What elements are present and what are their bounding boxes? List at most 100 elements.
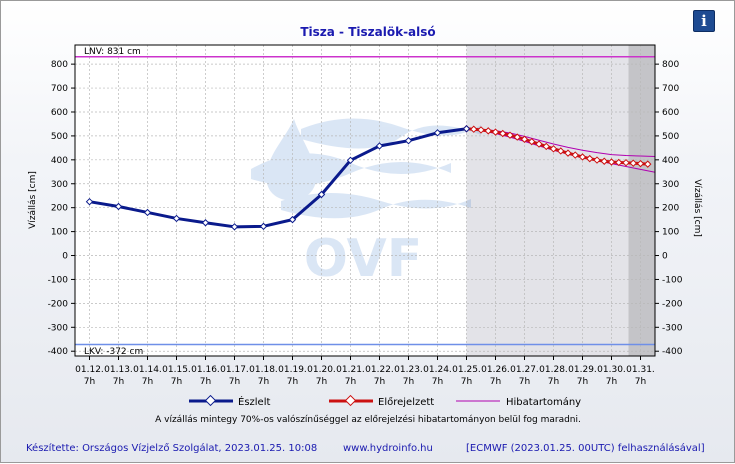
legend-forecast-label: Előrejelzett (378, 396, 434, 408)
forecast-point (542, 142, 550, 151)
y-tick-label-right: -100 (662, 275, 683, 285)
x-tick-hour-label: 7h (606, 377, 617, 387)
x-axis: 01.12. 7h 01.13. 7h 01.14. 7h 01.15. 7h 01.16. 7h… (75, 356, 655, 387)
x-tick-hour-label: 7h (229, 377, 240, 387)
x-tick-hour-label: 7h (200, 377, 211, 387)
x-tick-hour-label: 7h (577, 377, 588, 387)
x-tick-label: 01.27. (510, 365, 539, 375)
observed-point (433, 129, 442, 137)
x-tick-label: 01.21. (336, 365, 365, 375)
observed-point (172, 214, 181, 223)
forecast-point (484, 127, 492, 135)
x-tick-label: 01.12. (75, 365, 104, 375)
x-tick-hour-label: 7h (548, 377, 559, 387)
observed-point (230, 223, 239, 231)
observed-point (114, 202, 123, 211)
forecast-point (600, 157, 608, 165)
x-tick-label: 01.17. (220, 365, 249, 375)
x-tick-hour-label: 7h (84, 377, 95, 387)
y-axis-label-left: Vízállás [cm] (28, 171, 38, 229)
x-tick-hour-label: 7h (461, 377, 472, 387)
observed-point (201, 219, 210, 227)
x-tick-label: 01.13. (104, 365, 133, 375)
y-tick-label: 400 (51, 156, 68, 166)
limit-label-lnv: LNV: 831 cm (84, 47, 141, 57)
forecast-point (629, 159, 637, 167)
forecast-point (470, 125, 478, 133)
footer-website-link[interactable]: www.hydroinfo.hu (343, 443, 433, 454)
y-tick-label: -200 (48, 299, 69, 309)
legend-error-band-label: Hibatartomány (506, 396, 581, 408)
y-tick-label: 100 (51, 228, 68, 238)
limit-lines: LNV: 831 cm LKV: -372 cm (75, 47, 655, 357)
observed-point (317, 190, 326, 199)
forecast-point (593, 156, 601, 164)
x-tick-label: 01.29. (568, 365, 597, 375)
observed-point (143, 208, 152, 217)
x-tick-hour-label: 7h (490, 377, 501, 387)
y-tick-label-right: -400 (662, 347, 683, 357)
x-tick-label: 01.20. (307, 365, 336, 375)
x-tick-hour-label: 7h (345, 377, 356, 387)
forecast-point (513, 133, 521, 141)
x-tick-hour-label: 7h (142, 377, 153, 387)
forecast-point (506, 131, 514, 139)
x-tick-hour-label: 7h (171, 377, 182, 387)
y-axis-left: -400 -300 -200 -100 0 100 200 300 400 500 600 700 80… (48, 60, 75, 357)
x-tick-label: 01.16. (191, 365, 220, 375)
x-tick-label: 01.28. (539, 365, 568, 375)
y-tick-label-right: -300 (662, 323, 683, 333)
y-tick-label-right: 300 (662, 180, 679, 190)
y-tick-label-right: 400 (662, 156, 679, 166)
forecast-point (622, 158, 630, 167)
forecast-point (636, 159, 645, 168)
info-icon[interactable]: i (693, 10, 715, 32)
wave-logo (281, 193, 471, 219)
x-tick-label: 01.22. (365, 365, 394, 375)
forecast-point (499, 129, 507, 138)
forecast-point (607, 158, 616, 166)
wave-logo (251, 153, 451, 186)
x-tick-label: 01.30. (597, 365, 626, 375)
forecast-point (571, 151, 579, 159)
x-tick-label: 01.26. (481, 365, 510, 375)
y-tick-label: -400 (48, 347, 69, 357)
watermark-text: OVF (304, 229, 423, 289)
x-tick-label: 01.25. (452, 365, 481, 375)
y-tick-label: 500 (51, 132, 68, 142)
y-tick-label: 0 (62, 252, 68, 262)
forecast-point (491, 128, 500, 136)
forecast-point (557, 147, 565, 155)
chart-title: Tisza - Tiszalök-alsó (300, 25, 435, 39)
legend: Észlelt Előrejelzett Hibatartomány (189, 394, 581, 408)
wave-logo (301, 118, 481, 149)
forecast-point (615, 158, 623, 167)
series-markers (85, 125, 652, 231)
y-tick-label-right: 100 (662, 228, 679, 238)
x-tick-label: 01.23. (394, 365, 423, 375)
x-tick-hour-label: 7h (316, 377, 327, 387)
x-tick-hour-label: 7h (113, 377, 124, 387)
legend-observed-label: Észlelt (238, 395, 270, 408)
y-tick-label-right: 600 (662, 108, 679, 118)
forecast-point (578, 153, 587, 161)
y-tick-label: 600 (51, 108, 68, 118)
forecast-point (528, 137, 536, 146)
forecast-point (586, 154, 594, 163)
observed-line (89, 127, 467, 229)
observed-point (346, 156, 355, 165)
footer-author: Készítette: Országos Vízjelző Szolgálat,… (26, 442, 317, 454)
x-tick-hour-label: 7h (519, 377, 530, 387)
grid (75, 45, 655, 356)
observed-point (462, 125, 471, 133)
footer-model-note: [ECMWF (2023.01.25. 00UTC) felhasználásá… (466, 442, 705, 454)
observed-point (375, 142, 384, 150)
y-tick-label: 800 (51, 60, 68, 70)
y-tick-label-right: -200 (662, 299, 683, 309)
x-tick-hour-label: 7h (635, 377, 646, 387)
y-axis-label-right: Vízállás [cm] (692, 179, 702, 237)
y-tick-label-right: 700 (662, 84, 679, 94)
x-tick-label: 01.31. (626, 365, 655, 375)
